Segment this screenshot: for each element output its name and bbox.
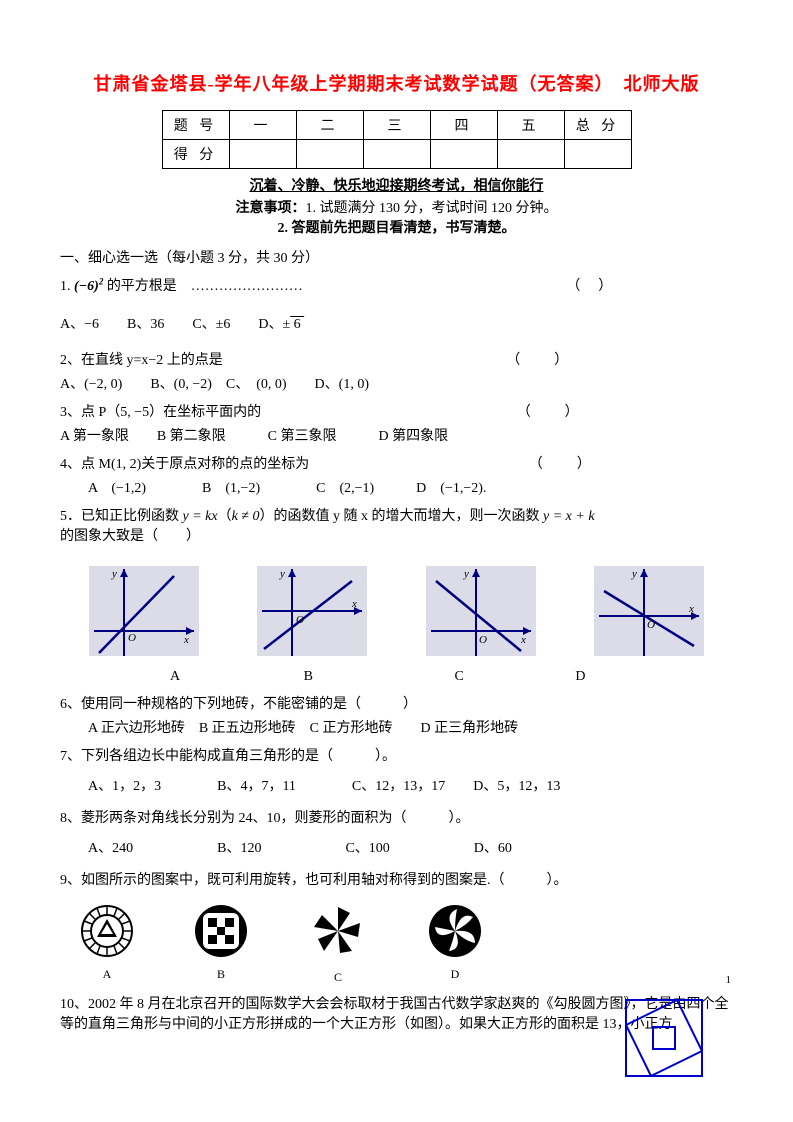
chart-d: O x y <box>589 561 709 661</box>
notice-label: 注意事项： <box>236 201 306 216</box>
cell <box>363 140 430 169</box>
q5-c: （ <box>218 509 232 524</box>
q1-stem-a: 1. <box>60 279 74 294</box>
q3: 3、点 P（5, −5）在坐标平面内的 （ ） <box>60 401 733 421</box>
q4: 4、点 M(1, 2)关于原点对称的点的坐标为 （ ） <box>60 453 733 473</box>
svg-text:x: x <box>183 634 189 646</box>
cap-a: A <box>80 967 134 982</box>
score-table: 题 号 一 二 三 四 五 总 分 得 分 <box>162 110 632 169</box>
motto: 沉着、冷静、快乐地迎接期终考试，相信你能行 <box>60 175 733 195</box>
table-row: 题 号 一 二 三 四 五 总 分 <box>162 111 631 140</box>
notice-line2: 2. 答题前先把题目看清楚，书写清楚。 <box>278 221 516 236</box>
section-a-heading: 一、细心选一选（每小题 3 分，共 30 分） <box>60 247 733 267</box>
cell <box>497 140 564 169</box>
q5: 5．已知正比例函数 y = kx（k ≠ 0）的函数值 y 随 x 的增大而增大… <box>60 505 733 545</box>
table-row: 得 分 <box>162 140 631 169</box>
q9: 9、如图所示的图案中，既可利用旋转，也可利用轴对称得到的图案是.（ ）。 <box>60 869 733 889</box>
q5-chart-labels: A B C D <box>60 669 733 685</box>
q1: 1. (−6)2 的平方根是 …………………… （ ） <box>60 275 733 295</box>
cell: 一 <box>229 111 296 140</box>
logo-b: B <box>194 904 248 982</box>
q3-stem: 3、点 P（5, −5）在坐标平面内的 <box>60 405 261 420</box>
chart-b: O x y <box>252 561 372 661</box>
blank-paren: （ ） <box>506 353 570 368</box>
q7-opts: A、1，2，3 B、4，7，11 C、12，13，17 D、5，12，13 <box>60 775 733 795</box>
page-number: 1 <box>726 974 732 986</box>
svg-text:y: y <box>463 568 469 580</box>
cap-d: D <box>428 967 482 982</box>
q5-g: 的图象大致是（ ） <box>60 529 200 544</box>
cell: 总 分 <box>564 111 631 140</box>
q5-e: ）的函数值 y 随 x 的增大而增大，则一次函数 <box>260 509 544 524</box>
q4-stem: 4、点 M(1, 2)关于原点对称的点的坐标为 <box>60 457 309 472</box>
logo-c: C <box>308 901 368 985</box>
q1-stem-c: 的平方根是 …………………… <box>107 279 303 294</box>
svg-text:O: O <box>647 619 655 631</box>
q5-f: y = x + k <box>543 509 595 524</box>
chart-c: O x y <box>421 561 541 661</box>
q2-stem: 2、在直线 y=x−2 上的点是 <box>60 353 223 368</box>
label-d: D <box>575 669 585 685</box>
cell <box>430 140 497 169</box>
q2-opts: A、(−2, 0) B、(0, −2) C、 (0, 0) D、(1, 0) <box>60 373 733 393</box>
svg-text:y: y <box>279 568 285 580</box>
notice-line1: 1. 试题满分 130 分，考试时间 120 分钟。 <box>306 201 558 216</box>
chart-a: O x y <box>84 561 204 661</box>
cell <box>296 140 363 169</box>
cell: 五 <box>497 111 564 140</box>
cell: 二 <box>296 111 363 140</box>
label-c: C <box>454 669 463 685</box>
q7: 7、下列各组边长中能构成直角三角形的是（ ）。 <box>60 745 733 765</box>
q5-charts: O x y O x y O x y O x y <box>60 561 733 661</box>
cap-b: B <box>194 967 248 982</box>
q8: 8、菱形两条对角线长分别为 24、10，则菱形的面积为（ ）。 <box>60 807 733 827</box>
svg-text:x: x <box>351 598 357 610</box>
label-b: B <box>304 669 313 685</box>
blank-paren: （ ） <box>566 279 614 294</box>
q6: 6、使用同一种规格的下列地砖，不能密铺的是（ ） <box>60 693 733 713</box>
notice: 注意事项：1. 试题满分 130 分，考试时间 120 分钟。 2. 答题前先把… <box>60 197 733 237</box>
q1-opts: A、−6 B、36 C、±6 D、± 6 <box>60 313 733 333</box>
q5-d: k ≠ 0 <box>232 509 260 524</box>
q2: 2、在直线 y=x−2 上的点是 （ ） <box>60 349 733 369</box>
svg-text:y: y <box>111 568 117 580</box>
svg-text:x: x <box>688 603 694 615</box>
q1-expr: (−6)2 <box>74 279 103 294</box>
svg-text:O: O <box>128 632 136 644</box>
blank-paren: （ ） <box>529 457 593 472</box>
q5-a: 5．已知正比例函数 <box>60 509 183 524</box>
cap-c: C <box>308 970 368 985</box>
logo-a: A <box>80 904 134 982</box>
label-a: A <box>170 669 180 685</box>
cell: 三 <box>363 111 430 140</box>
svg-text:O: O <box>479 634 487 646</box>
cell <box>229 140 296 169</box>
q4-opts: A (−1,2) B (1,−2) C (2,−1) D (−1,−2). <box>60 477 733 497</box>
page-title: 甘肃省金塔县-学年八年级上学期期末考试数学试题（无答案） 北师大版 <box>60 70 733 96</box>
gougu-figure <box>625 999 703 1082</box>
logo-d: D <box>428 904 482 982</box>
svg-text:x: x <box>520 634 526 646</box>
cell: 得 分 <box>162 140 229 169</box>
q8-opts: A、240 B、120 C、100 D、60 <box>60 837 733 857</box>
q9-logos: A B C <box>80 901 733 985</box>
cell: 四 <box>430 111 497 140</box>
q6-opts: A 正六边形地砖 B 正五边形地砖 C 正方形地砖 D 正三角形地砖 <box>60 717 733 737</box>
q3-opts: A 第一象限 B 第二象限 C 第三象限 D 第四象限 <box>60 425 733 445</box>
blank-paren: （ ） <box>517 405 581 420</box>
cell <box>564 140 631 169</box>
q5-b: y = kx <box>183 509 218 524</box>
cell: 题 号 <box>162 111 229 140</box>
svg-text:y: y <box>631 568 637 580</box>
svg-text:O: O <box>296 614 304 626</box>
